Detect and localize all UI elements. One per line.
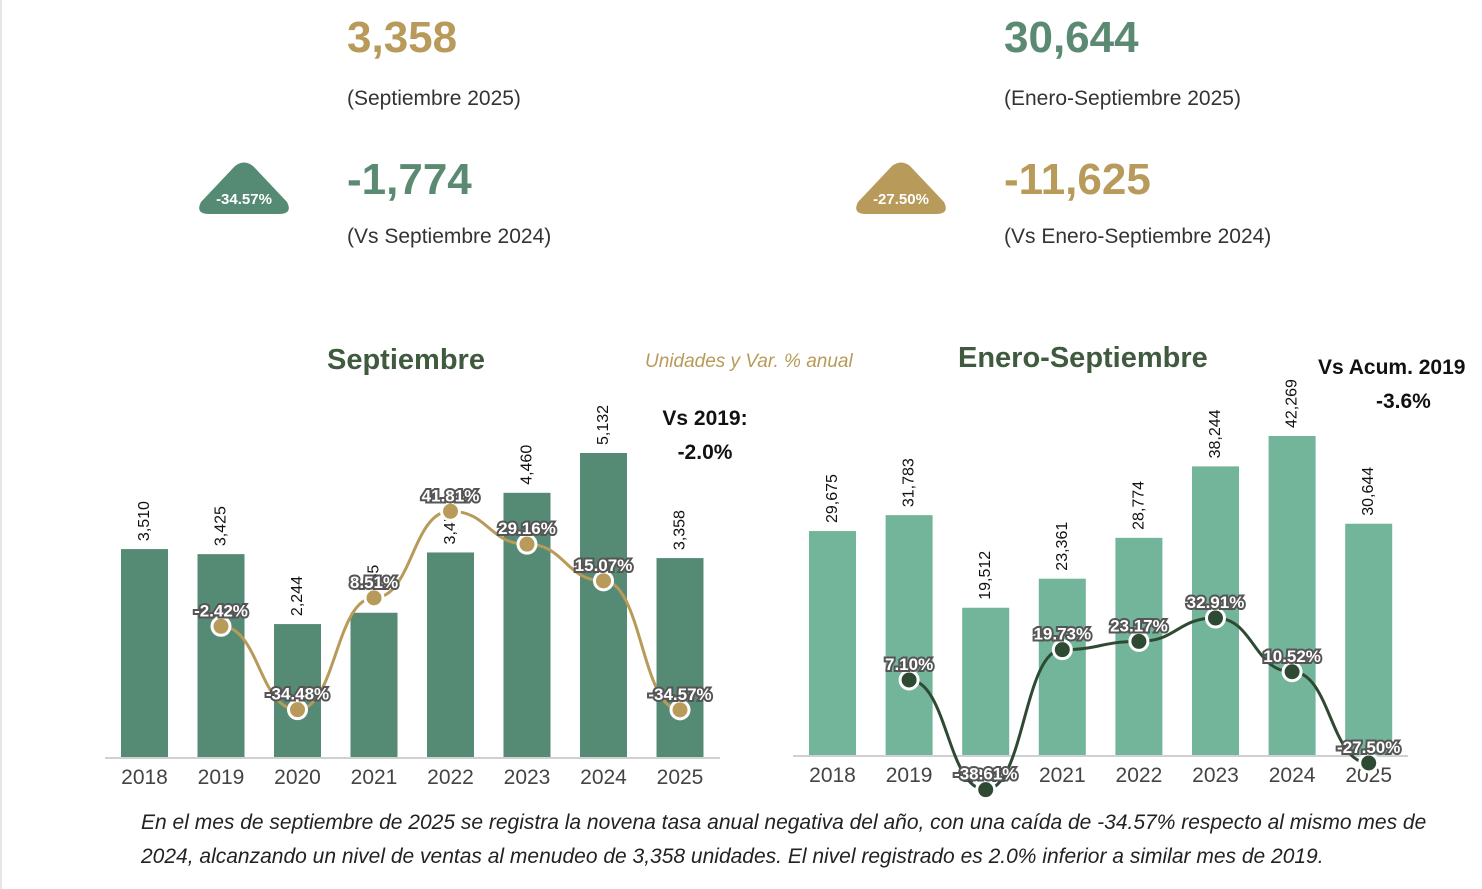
month-x-tick-label: 2024 <box>580 766 627 789</box>
month-x-tick-label: 2023 <box>504 766 551 789</box>
vs-2019-ytd: Vs Acum. 2019 -3.6% <box>1318 351 1482 419</box>
month-diff: -1,774 <box>347 155 472 204</box>
triangle-badge-icon <box>856 162 946 214</box>
ytd-bar-value-label: 19,512 <box>977 551 994 600</box>
month-bar-2024 <box>580 453 627 757</box>
month-bar-value-label: 3,510 <box>136 501 153 541</box>
month-x-tick-label: 2020 <box>274 766 321 789</box>
month-pct-label: 29.16% <box>498 519 556 538</box>
ytd-bar-2020 <box>962 607 1010 755</box>
ytd-pct-point <box>1128 630 1150 652</box>
month-bar-2022 <box>427 552 474 757</box>
vs-2019-ytd-value: -3.6% <box>1376 390 1431 413</box>
month-bar-value-label: 3,425 <box>213 506 230 546</box>
month-bar-value-label: 3,358 <box>672 510 689 550</box>
units-label: Unidades y Var. % anual <box>645 351 853 372</box>
month-pct-point <box>440 500 461 522</box>
vs-2019-ytd-title: Vs Acum. 2019 <box>1318 356 1466 379</box>
ytd-diff: -11,625 <box>1004 155 1151 204</box>
month-bar-2025 <box>656 558 704 757</box>
month-pct-point <box>669 699 691 721</box>
ytd-bar-2019 <box>885 515 933 755</box>
chart-ytd-title: Enero-Septiembre <box>958 342 1208 374</box>
month-x-tick-label: 2019 <box>198 766 245 789</box>
month-bar-2020 <box>274 624 321 757</box>
ytd-bar-2024 <box>1268 436 1316 755</box>
month-pct-point <box>516 533 538 555</box>
ytd-value: 30,644 <box>1004 13 1139 62</box>
month-pct-label: -34.57% <box>216 191 272 208</box>
vs-2019-month-value: -2.0% <box>677 441 733 464</box>
month-bar-value-label: 2,244 <box>289 576 306 616</box>
ytd-x-tick-label: 2025 <box>1345 764 1392 787</box>
month-x-tick-label: 2022 <box>427 766 474 789</box>
charts-canvas: 3,51020183,42520192,24420202,43520213,45… <box>105 379 1408 800</box>
ytd-pct-label: -27.50% <box>873 191 929 208</box>
ytd-pct-label: 19.73% <box>1033 625 1091 644</box>
month-x-tick-label: 2025 <box>657 766 704 789</box>
vs-2019-month: Vs 2019: -2.0% <box>650 402 760 470</box>
month-pct-label: -34.48% <box>266 685 329 704</box>
ytd-pct-point <box>975 779 997 800</box>
ytd-x-tick-label: 2020 <box>962 764 1009 787</box>
ytd-bar-value-label: 28,774 <box>1130 481 1147 530</box>
month-bar-2019 <box>197 554 245 757</box>
month-bar-2021 <box>350 612 398 757</box>
ytd-pct-point <box>898 669 920 691</box>
ytd-pct-point <box>1051 639 1073 661</box>
month-pct-label: 8.51% <box>350 573 398 592</box>
ytd-x-tick-label: 2023 <box>1192 764 1239 787</box>
ytd-pct-label: 32.91% <box>1187 593 1245 612</box>
month-value: 3,358 <box>347 13 458 62</box>
ytd-pct-label: 7.10% <box>885 655 933 674</box>
page-left-border <box>0 0 2 889</box>
month-period: (Septiembre 2025) <box>347 87 521 110</box>
month-pct-label: -2.42% <box>194 601 248 620</box>
ytd-pct-point <box>1281 661 1303 683</box>
month-pct-label: 41.81% <box>422 486 480 505</box>
summary-note: En el mes de septiembre de 2025 se regis… <box>141 811 1427 868</box>
ytd-bar-value-label: 42,269 <box>1284 379 1301 428</box>
vs-2019-month-title: Vs 2019: <box>662 407 748 430</box>
month-pct-label: 15.07% <box>575 556 633 575</box>
month-pct-label: -34.57% <box>648 685 711 704</box>
month-x-tick-label: 2018 <box>121 766 168 789</box>
ytd-pct-point <box>1205 607 1226 629</box>
triangle-badge-icon <box>199 162 289 214</box>
ytd-x-tick-label: 2018 <box>809 764 856 787</box>
month-pct-badge: -34.57% <box>197 162 291 216</box>
month-bar-value-label: 5,132 <box>595 405 612 445</box>
ytd-bar-2025 <box>1345 523 1393 755</box>
month-pct-point <box>210 615 232 637</box>
ytd-bar-2021 <box>1038 578 1086 755</box>
ytd-x-tick-label: 2024 <box>1269 764 1316 787</box>
ytd-diff-period: (Vs Enero-Septiembre 2024) <box>1004 225 1272 248</box>
month-bar-2018 <box>121 549 168 757</box>
ytd-pct-point <box>1358 752 1380 774</box>
chart-month-title: Septiembre <box>327 344 485 376</box>
month-pct-point <box>363 587 385 609</box>
ytd-bar-value-label: 31,783 <box>901 458 918 507</box>
ytd-period: (Enero-Septiembre 2025) <box>1004 87 1241 110</box>
ytd-bar-value-label: 38,244 <box>1207 409 1224 458</box>
month-pct-point <box>593 570 614 592</box>
ytd-bar-value-label: 30,644 <box>1360 467 1377 516</box>
ytd-pct-label: 10.52% <box>1263 647 1321 666</box>
ytd-pct-badge: -27.50% <box>854 162 948 216</box>
month-diff-period: (Vs Septiembre 2024) <box>347 225 552 248</box>
month-x-tick-label: 2021 <box>351 766 398 789</box>
ytd-bar-value-label: 29,675 <box>824 474 841 523</box>
ytd-bar-value-label: 23,361 <box>1054 522 1071 571</box>
month-bar-value-label: 4,460 <box>519 445 536 485</box>
ytd-x-tick-label: 2022 <box>1116 764 1163 787</box>
ytd-x-tick-label: 2021 <box>1039 764 1086 787</box>
ytd-x-tick-label: 2019 <box>886 764 933 787</box>
month-pct-point <box>287 699 308 721</box>
ytd-pct-label: 23.17% <box>1110 616 1168 635</box>
ytd-bar-2018 <box>809 531 856 755</box>
ytd-pct-label: -38.61% <box>954 765 1017 784</box>
ytd-pct-label: -27.50% <box>1337 738 1400 757</box>
